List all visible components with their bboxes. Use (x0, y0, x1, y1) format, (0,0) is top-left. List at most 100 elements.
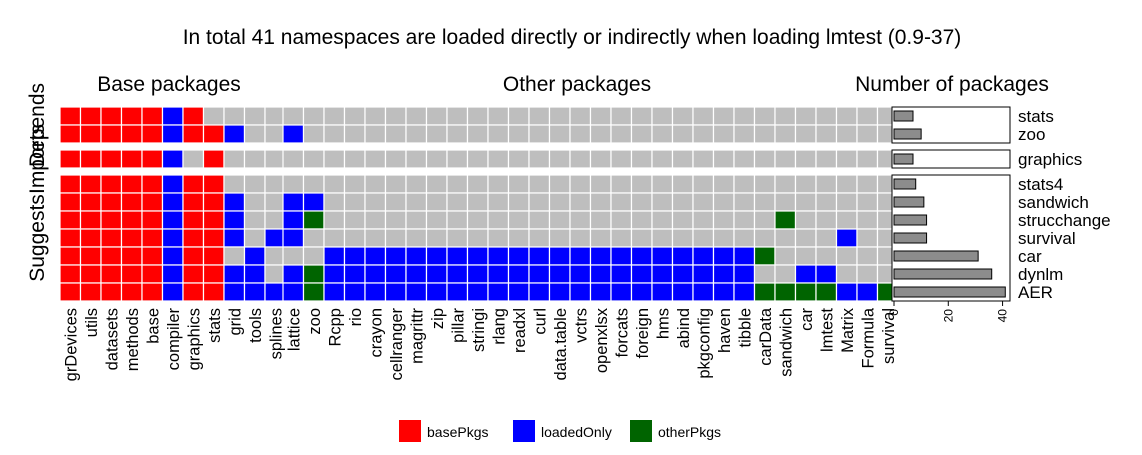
base-cell-car-stats (202, 246, 225, 266)
other-cell-aer-vctrs (569, 282, 592, 302)
base-cell-survival-stats (202, 228, 225, 248)
other-column-label-lmtest: lmtest (818, 308, 836, 352)
row-label-car: car (1018, 247, 1042, 266)
base-column-label-base: base (144, 308, 162, 344)
other-cell-strucchange-cellranger (384, 210, 407, 230)
other-cell-stats4-stringi (466, 174, 489, 194)
other-cell-stats4-haven (712, 174, 735, 194)
other-cell-survival-formula (856, 228, 879, 248)
other-cell-graphics-matrix (835, 149, 858, 169)
base-cell-aer-grid (223, 282, 246, 302)
other-cell-survival-pkgconfig (692, 228, 715, 248)
base-cell-sandwich-methods (120, 192, 143, 212)
other-cell-stats-cellranger (384, 106, 407, 126)
base-cell-aer-utils (79, 282, 102, 302)
other-cell-stats-zip (425, 106, 448, 126)
group-label-depends: Depends (26, 83, 49, 167)
other-cell-sandwich-cardata (753, 192, 776, 212)
other-cell-sandwich-rio (343, 192, 366, 212)
axis-labels: statszoographicsstats4sandwichstrucchang… (26, 83, 1111, 381)
base-cell-car-grid (223, 246, 246, 266)
other-cell-aer-tibble (733, 282, 756, 302)
other-cell-survival-sandwich (774, 228, 797, 248)
other-cell-zoo-rcpp (323, 124, 346, 144)
base-cell-sandwich-compiler (161, 192, 184, 212)
chart-title: In total 41 namespaces are loaded direct… (183, 26, 962, 49)
base-cell-stats4-utils (79, 174, 102, 194)
other-cell-aer-haven (712, 282, 735, 302)
row-label-zoo: zoo (1018, 125, 1045, 144)
other-cell-strucchange-rlang (487, 210, 510, 230)
other-panel-title: Other packages (503, 73, 651, 96)
count-bar-survival (893, 232, 928, 244)
other-cell-survival-openxlsx (589, 228, 612, 248)
other-cell-aer-foreign (630, 282, 653, 302)
base-cell-zoo-datasets (100, 124, 123, 144)
other-column-label-zip: zip (429, 308, 447, 329)
other-column-label-sandwich: sandwich (777, 308, 795, 377)
other-cell-aer-forcats (610, 282, 633, 302)
other-cell-stats4-formula (856, 174, 879, 194)
legend: basePkgs loadedOnly otherPkgs (399, 420, 721, 442)
other-cell-aer-hms (651, 282, 674, 302)
base-cell-dynlm-compiler (161, 264, 184, 284)
other-cell-strucchange-stringi (466, 210, 489, 230)
other-cell-sandwich-car (794, 192, 817, 212)
other-cell-graphics-openxlsx (589, 149, 612, 169)
count-bar-stats4 (893, 178, 917, 190)
other-cell-aer-pillar (446, 282, 469, 302)
other-cell-strucchange-lattice (282, 210, 305, 230)
other-cell-strucchange-openxlsx (589, 210, 612, 230)
base-cell-stats-grid (223, 106, 246, 126)
other-column-label-hms: hms (654, 308, 672, 339)
other-cell-aer-cardata (753, 282, 776, 302)
base-cell-sandwich-stats (202, 192, 225, 212)
base-cell-zoo-stats (202, 124, 225, 144)
base-cell-dynlm-tools (243, 264, 266, 284)
base-cell-survival-grdevices (59, 228, 82, 248)
other-cell-car-cellranger (384, 246, 407, 266)
other-cell-strucchange-matrix (835, 210, 858, 230)
other-cell-strucchange-vctrs (569, 210, 592, 230)
base-cell-graphics-datasets (100, 149, 123, 169)
count-bar-car (893, 250, 979, 262)
base-cell-survival-tools (243, 228, 266, 248)
row-label-aer: AER (1018, 283, 1053, 302)
other-column-label-matrix: Matrix (839, 307, 857, 353)
other-cell-survival-haven (712, 228, 735, 248)
other-cell-car-zoo (302, 246, 325, 266)
other-cell-dynlm-forcats (610, 264, 633, 284)
row-label-sandwich: sandwich (1018, 193, 1089, 212)
other-cell-stats4-foreign (630, 174, 653, 194)
base-cell-car-base (141, 246, 164, 266)
other-cell-graphics-pkgconfig (692, 149, 715, 169)
other-cell-strucchange-foreign (630, 210, 653, 230)
base-cell-stats4-datasets (100, 174, 123, 194)
other-cell-sandwich-rlang (487, 192, 510, 212)
other-cell-stats4-lattice (282, 174, 305, 194)
other-cell-dynlm-cellranger (384, 264, 407, 284)
base-cell-dynlm-utils (79, 264, 102, 284)
other-cell-car-haven (712, 246, 735, 266)
other-cell-sandwich-tibble (733, 192, 756, 212)
other-cell-sandwich-openxlsx (589, 192, 612, 212)
base-cell-survival-datasets (100, 228, 123, 248)
other-cell-car-stringi (466, 246, 489, 266)
other-cell-zoo-pkgconfig (692, 124, 715, 144)
other-cell-car-lmtest (815, 246, 838, 266)
base-column-label-tools: tools (247, 308, 265, 343)
other-cell-survival-pillar (446, 228, 469, 248)
base-cell-zoo-base (141, 124, 164, 144)
base-column-label-grid: grid (226, 308, 244, 336)
other-cell-stats4-magrittr (405, 174, 428, 194)
base-cell-dynlm-stats (202, 264, 225, 284)
other-cell-graphics-rlang (487, 149, 510, 169)
other-cell-strucchange-rcpp (323, 210, 346, 230)
base-cell-stats4-grdevices (59, 174, 82, 194)
other-cell-stats-abind (671, 106, 694, 126)
group-label-imports: Imports (26, 124, 49, 194)
other-cell-car-pillar (446, 246, 469, 266)
count-panel: 0 20 40 (887, 106, 1011, 322)
other-cell-aer-sandwich (774, 282, 797, 302)
other-cell-car-openxlsx (589, 246, 612, 266)
